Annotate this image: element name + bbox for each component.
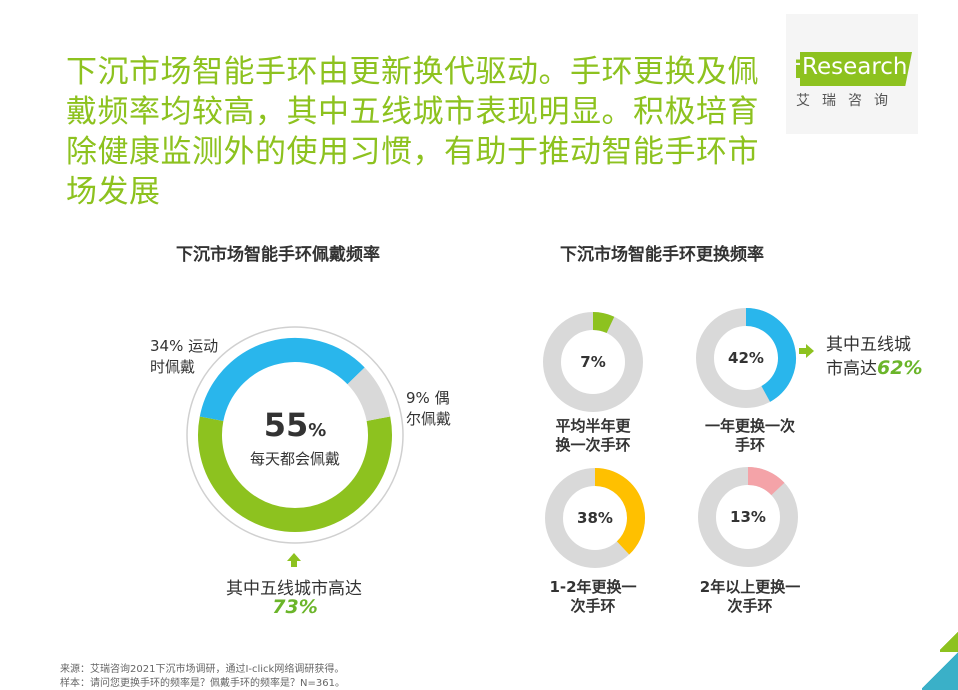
donut-1-caption-line1: 平均半年更: [555, 417, 631, 435]
slice-occasional: [347, 367, 391, 422]
donut-2-caption-line1: 一年更换一次: [704, 417, 795, 435]
slice-daily: [198, 416, 392, 532]
center-number: 55: [263, 406, 309, 444]
donut-1-slice: [592, 312, 615, 334]
donut-3-caption-line1: 1-2年更换一: [549, 578, 637, 596]
donut-3-caption: 1-2年更换一 次手环: [538, 578, 648, 616]
left-callout-value: 73%: [272, 596, 318, 618]
replace-frequency-title: 下沉市场智能手环更换频率: [560, 245, 764, 265]
center-label: 每天都会佩戴: [249, 450, 340, 468]
sample-note: 样本：请问您更换手环的频率是？佩戴手环的频率是？N=361。: [60, 678, 345, 689]
corner-decoration-blue: [922, 650, 958, 690]
donut-3-slice: [594, 468, 645, 555]
right-callout-text2: 市高达: [826, 359, 877, 379]
donut-4-caption: 2年以上更换一 次手环: [690, 578, 810, 616]
label-sport: 34% 运动 时佩戴: [150, 336, 218, 378]
donut-3-caption-line2: 次手环: [570, 597, 616, 615]
donut-4-pct: 13%: [730, 508, 766, 526]
donut-2-caption-line2: 手环: [734, 436, 765, 454]
logo-chinese: 艾瑞咨询: [796, 93, 900, 109]
center-value: 55%: [245, 406, 345, 444]
donut-1-caption: 平均半年更 换一次手环: [538, 417, 648, 455]
arrow-up-icon: [287, 553, 301, 561]
donut-2-slice: [745, 308, 796, 402]
donut-4-caption-line2: 次手环: [727, 597, 773, 615]
logo-i: i: [794, 56, 803, 84]
right-callout-value: 62%: [877, 357, 923, 379]
donut-3-pct: 38%: [577, 509, 613, 527]
replace-frequency-donuts: [543, 308, 798, 568]
right-callout-line2: 市高达62%: [826, 357, 922, 381]
label-sport-line2: 时佩戴: [150, 358, 196, 376]
donut-2-pct: 42%: [728, 349, 764, 367]
label-occasional-line1: 9% 偶: [406, 389, 450, 407]
label-occasional: 9% 偶 尔佩戴: [406, 388, 451, 430]
donut-4-slice: [747, 467, 785, 496]
wear-frequency-title: 下沉市场智能手环佩戴频率: [176, 245, 380, 265]
right-callout-line1: 其中五线城: [826, 335, 911, 355]
donut-1-caption-line2: 换一次手环: [555, 436, 631, 454]
label-occasional-line2: 尔佩戴: [406, 410, 452, 428]
slice-sport: [199, 338, 365, 422]
source-note: 来源：艾瑞咨询2021下沉市场调研，通过I-click网络调研获得。: [60, 664, 345, 675]
wear-frequency-donut: [186, 326, 404, 544]
left-callout-text: 其中五线城市高达: [226, 579, 362, 599]
right-callout: 其中五线城 市高达62%: [826, 334, 922, 381]
donut-1-pct: 7%: [580, 353, 606, 371]
logo-research-text: Research: [802, 54, 908, 80]
donut-2-caption: 一年更换一次 手环: [690, 417, 810, 455]
arrow-up-stem: [291, 561, 297, 567]
arrow-right-stem: [799, 348, 806, 354]
corner-decoration-green: [940, 630, 958, 652]
center-unit: %: [308, 420, 327, 441]
logo-research: Research: [800, 52, 912, 86]
page-headline: 下沉市场智能手环由更新换代驱动。手环更换及佩戴频率均较高，其中五线城市表现明显。…: [66, 54, 759, 210]
donut-4-caption-line1: 2年以上更换一: [699, 578, 801, 596]
arrow-right-icon: [806, 344, 814, 358]
outer-ring: [186, 326, 404, 544]
label-sport-line1: 34% 运动: [150, 337, 219, 355]
